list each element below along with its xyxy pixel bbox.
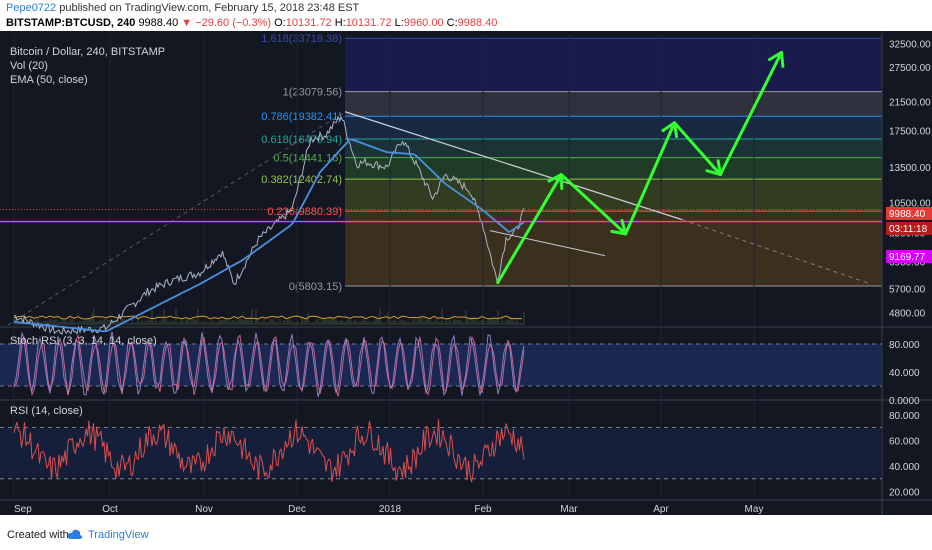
grid-lines	[0, 31, 932, 515]
chart-canvas[interactable]: 1.618(33718.38) 1(23079.56) 0.786(19382.41…	[0, 31, 932, 515]
legend-title: Bitcoin / Dollar, 240, BITSTAMP	[10, 46, 165, 58]
symbol-label: BITSTAMP:BTCUSD, 240	[6, 17, 136, 29]
rsi-tick-label: 80.000	[889, 411, 920, 422]
price-tick-label: 10500.00	[889, 199, 931, 210]
oscillators	[0, 331, 882, 483]
published-text: published on TradingView.com, February 1…	[59, 2, 360, 14]
low-label: L:	[394, 17, 404, 29]
ohlc-line: BITSTAMP:BTCUSD, 240 9988.40 ▼ −29.60 (−…	[6, 17, 497, 29]
axes: Sep Oct Nov Dec 2018 Feb Mar Apr May 32500.00 2750…	[14, 39, 931, 515]
volume-ma-line	[13, 315, 523, 320]
countdown-label: 03:11:18	[889, 224, 928, 235]
fib-level-label: 0(5803.15)	[289, 281, 342, 293]
fib-zone	[345, 157, 882, 180]
projection-arrowhead	[661, 121, 679, 139]
created-with-text: Created with	[7, 529, 69, 541]
fib-level-label: 0.786(19382.41)	[261, 111, 342, 123]
trend-line-extension	[681, 219, 871, 285]
rsi-tick-label: 20.000	[889, 488, 920, 499]
x-tick-label: Mar	[560, 504, 578, 515]
price-tick-label: 27500.00	[889, 63, 931, 74]
stoch-d-line	[13, 334, 525, 397]
fibonacci-retracement[interactable]: 1.618(33718.38) 1(23079.56) 0.786(19382.41…	[261, 33, 882, 293]
legend-ema: EMA (50, close)	[10, 74, 88, 86]
x-tick-label: May	[745, 504, 764, 515]
fib-level-label: 0.382(12402.74)	[261, 174, 342, 186]
high-label: H:	[334, 17, 346, 29]
fib-zone	[345, 179, 882, 212]
projection-path	[495, 51, 783, 285]
fib-level-label: 1(23079.56)	[283, 87, 342, 99]
price-tick-label: 21500.00	[889, 98, 931, 109]
tradingview-cloud-icon	[67, 529, 83, 539]
open-label: O:	[274, 17, 286, 29]
fib-level-label: 0.236(9880.39)	[267, 206, 342, 218]
stoch-tick-label: 80.000	[889, 340, 920, 351]
x-tick-label: Feb	[474, 504, 492, 515]
publish-line: Pepe0722 published on TradingView.com, F…	[6, 2, 359, 14]
price-tick-label: 5700.00	[889, 285, 926, 296]
stoch-k-line	[13, 331, 525, 398]
price-tick-label: 4800.00	[889, 309, 926, 320]
price-tick-label: 6900.00	[889, 258, 926, 269]
x-tick-label: Dec	[288, 504, 306, 515]
current-price-label: 9988.40	[889, 209, 926, 220]
price-tick-label: 17500.00	[889, 127, 931, 138]
tradingview-link[interactable]: TradingView	[88, 529, 149, 541]
rsi-tick-label: 40.000	[889, 462, 920, 473]
publisher-link[interactable]: Pepe0722	[6, 2, 57, 14]
high-value: 10131.72	[345, 17, 392, 29]
channel-line	[489, 230, 606, 257]
trend-line	[344, 111, 683, 221]
low-value: 9960.00	[403, 17, 444, 29]
projection-arrowhead	[705, 159, 722, 177]
fib-level-label: 1.618(33718.38)	[261, 33, 342, 45]
legend-volume: Vol (20)	[10, 60, 48, 72]
close-value: 9988.40	[457, 17, 498, 29]
ema-price-label: 9169.77	[889, 252, 926, 263]
fib-zone	[345, 91, 882, 117]
legend-rsi: RSI (14, close)	[10, 405, 83, 417]
x-tick-label: Nov	[195, 504, 213, 515]
projection-arrowhead	[547, 173, 564, 191]
price-change: ▼ −29.60 (−0.3%)	[181, 17, 272, 29]
rsi-band-fill	[0, 427, 882, 479]
x-tick-label: Sep	[14, 504, 32, 515]
fib-zone	[345, 38, 882, 92]
price-series	[13, 115, 525, 336]
stoch-tick-label: 40.000	[889, 368, 920, 379]
fib-zone	[345, 139, 882, 158]
ema-line	[13, 138, 525, 333]
fib-level-label: 0.5(14441.16)	[274, 153, 343, 165]
price-tick-label: 13500.00	[889, 163, 931, 174]
projection-arrowhead	[610, 218, 628, 236]
drawings[interactable]	[0, 50, 882, 326]
fib-zone	[345, 116, 882, 140]
x-tick-label: 2018	[379, 504, 402, 515]
ema-price-tag	[886, 250, 932, 263]
countdown-tag	[886, 222, 932, 235]
rsi-tick-label: 60.000	[889, 436, 920, 447]
stoch-tick-label: 0.0000	[889, 396, 920, 407]
price-tick-label: 32500.00	[889, 39, 931, 50]
trend-line-dashed	[7, 111, 346, 326]
x-tick-label: Oct	[102, 504, 118, 515]
open-value: 10131.72	[285, 17, 332, 29]
rsi-line	[13, 419, 525, 483]
close-label: C:	[446, 17, 458, 29]
current-price-tag	[886, 207, 932, 220]
last-price: 9988.40	[138, 17, 179, 29]
chart-footer: Created with TradingView	[0, 516, 932, 550]
x-tick-label: Apr	[653, 504, 669, 515]
chart-header: Pepe0722 published on TradingView.com, F…	[0, 0, 932, 31]
legend-stoch-rsi: Stoch RSI (3, 3, 14, 14, close)	[10, 335, 157, 347]
fib-level-label: 0.618(16479.94)	[261, 134, 342, 146]
projection-arrowhead	[768, 50, 785, 68]
